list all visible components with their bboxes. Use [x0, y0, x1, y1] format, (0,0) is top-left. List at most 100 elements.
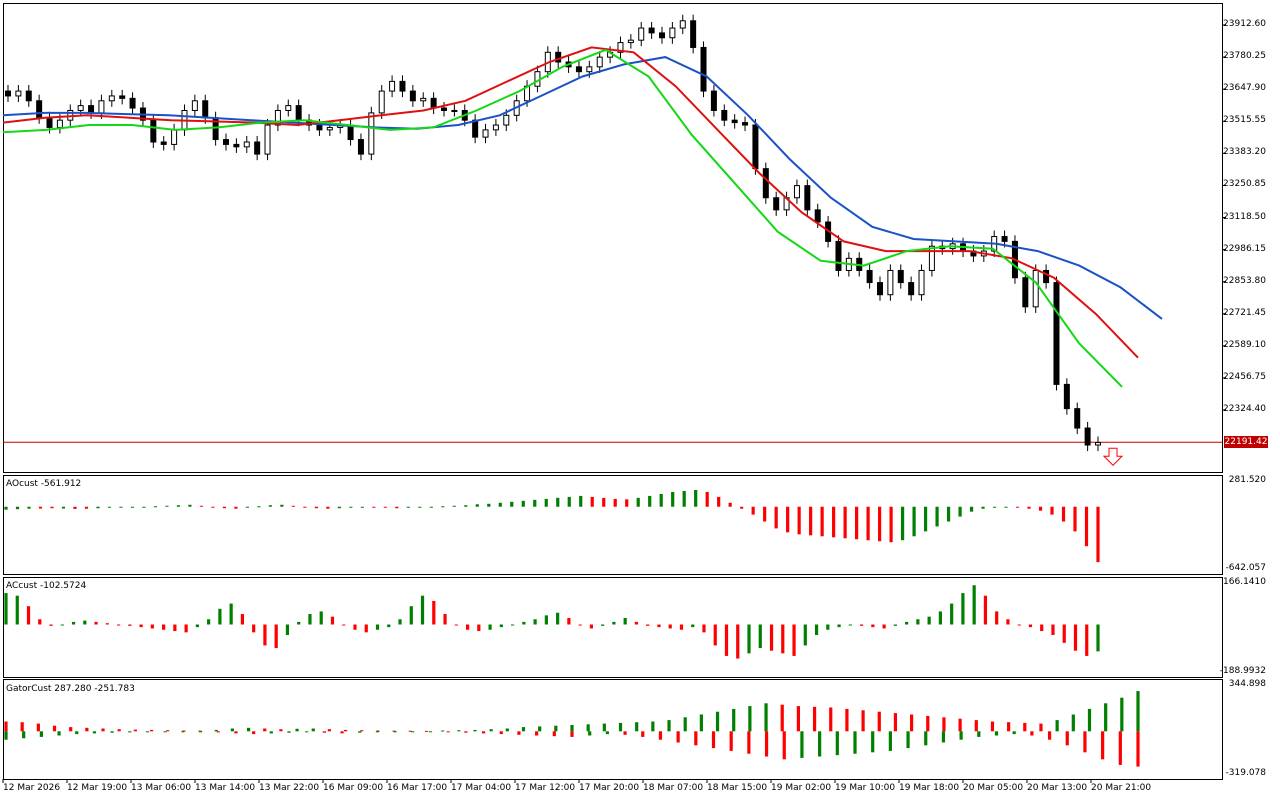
histogram-bar-3-1 — [128, 731, 132, 733]
histogram-bar-2-0 — [319, 611, 323, 625]
candle — [773, 197, 780, 211]
histogram-bar-3-0 — [570, 725, 574, 732]
histogram-bar-1-0 — [521, 500, 525, 507]
histogram-bar-1-0 — [659, 493, 663, 507]
histogram-bar-3-0 — [20, 722, 24, 732]
histogram-bar-1-0 — [923, 506, 928, 532]
price-tick-label: 22589.10 — [1223, 339, 1266, 350]
histogram-bar-3-1 — [198, 731, 203, 733]
histogram-bar-2-0 — [252, 624, 256, 633]
histogram-bar-2-0 — [342, 624, 346, 626]
histogram-bar-3-0 — [990, 721, 995, 732]
histogram-bar-1-0 — [61, 506, 66, 509]
candle — [264, 124, 271, 155]
histogram-bar-3-1 — [181, 731, 185, 733]
histogram-bar-1-0 — [153, 506, 158, 508]
price-tick-label: 22986.15 — [1223, 243, 1266, 254]
histogram-bar-2-0 — [803, 624, 807, 646]
histogram-bar-2-0 — [105, 623, 109, 625]
candle — [1001, 236, 1008, 242]
histogram-bar-3-1 — [75, 731, 79, 735]
histogram-bar-2-0 — [488, 624, 492, 630]
candle — [710, 90, 717, 111]
histogram-bar-3-1 — [711, 731, 716, 749]
candle — [835, 240, 842, 271]
candle — [285, 105, 292, 111]
candle — [243, 141, 250, 148]
histogram-bar-1-0 — [1050, 506, 1054, 515]
histogram-bar-1-0 — [38, 506, 43, 509]
histogram-bar-2-0 — [792, 624, 796, 656]
histogram-bar-2-0 — [578, 624, 582, 626]
alligator-teeth-line — [2, 46, 1139, 359]
price-tick-label: 22324.40 — [1223, 404, 1266, 414]
histogram-bar-3-0 — [845, 708, 849, 732]
histogram-bar-2-0 — [364, 624, 368, 633]
histogram-bar-1-0 — [222, 506, 226, 509]
histogram-bar-2-0 — [702, 624, 706, 633]
candle — [119, 95, 126, 99]
price-tick-label: 23250.85 — [1223, 179, 1266, 190]
histogram-bar-1-0 — [946, 506, 951, 522]
panel-frame-3 — [3, 679, 1223, 780]
histogram-bar-2-0 — [882, 624, 886, 629]
histogram-bar-1-0 — [4, 506, 8, 510]
histogram-bar-3-0 — [52, 725, 57, 732]
histogram-bar-3-0 — [812, 706, 817, 732]
candle — [638, 27, 645, 41]
histogram-bar-3-0 — [1007, 722, 1011, 732]
price-tick-label: 23647.90 — [1223, 83, 1266, 94]
histogram-bar-3-0 — [69, 727, 73, 732]
candle — [503, 114, 510, 126]
histogram-bar-2-0 — [499, 624, 503, 628]
ao-panel-label: AOcust -561.912 — [6, 479, 82, 489]
candle — [492, 124, 499, 131]
candle — [1032, 269, 1039, 308]
histogram-bar-3-0 — [554, 725, 558, 732]
candle — [918, 269, 925, 296]
time-tick-label: 17 Mar 12:00 — [515, 783, 576, 793]
price-tick-label: 23118.50 — [1223, 211, 1266, 222]
histogram-bar-1-0 — [1004, 506, 1008, 508]
time-tick-label: 19 Mar 02:00 — [771, 783, 832, 793]
candle — [1084, 427, 1091, 446]
candle — [347, 124, 354, 141]
histogram-bar-2-0 — [409, 606, 413, 625]
histogram-bar-2-0 — [781, 624, 785, 654]
histogram-bar-3-0 — [424, 730, 429, 732]
histogram-bar-3-1 — [305, 731, 309, 733]
panel-frame-1 — [3, 475, 1223, 575]
histogram-bar-3-1 — [269, 731, 273, 734]
histogram-bar-1-0 — [268, 505, 272, 507]
histogram-bar-2-0 — [589, 624, 594, 629]
histogram-bar-1-0 — [291, 505, 295, 507]
candle — [25, 90, 32, 102]
histogram-bar-2-0 — [330, 616, 335, 625]
histogram-bar-2-0 — [274, 624, 278, 649]
time-tick-label: 12 Mar 19:00 — [67, 783, 128, 793]
histogram-bar-1-0 — [487, 503, 491, 507]
histogram-bar-1-0 — [360, 506, 364, 508]
histogram-bar-1-0 — [648, 495, 652, 507]
histogram-bar-3-0 — [489, 729, 493, 732]
candle — [36, 100, 43, 119]
candle — [762, 168, 769, 199]
candle — [389, 80, 396, 92]
histogram-bar-3-0 — [1039, 723, 1043, 732]
histogram-bar-2-0 — [1028, 624, 1033, 628]
histogram-bar-1-0 — [314, 506, 318, 509]
histogram-bar-3-1 — [110, 731, 114, 733]
histogram-bar-1-0 — [452, 505, 456, 507]
histogram-bar-2-0 — [938, 611, 942, 625]
candle — [690, 20, 697, 48]
histogram-bar-3-0 — [4, 721, 8, 732]
histogram-bar-3-0 — [586, 724, 590, 732]
histogram-bar-3-1 — [411, 731, 415, 733]
candle — [326, 126, 333, 131]
histogram-bar-3-0 — [1104, 703, 1108, 732]
time-tick-label: 19 Mar 10:00 — [835, 783, 896, 793]
candle — [731, 119, 738, 124]
histogram-bar-1-0 — [797, 506, 801, 535]
candle — [420, 97, 427, 102]
histogram-bar-3-1 — [464, 731, 468, 733]
